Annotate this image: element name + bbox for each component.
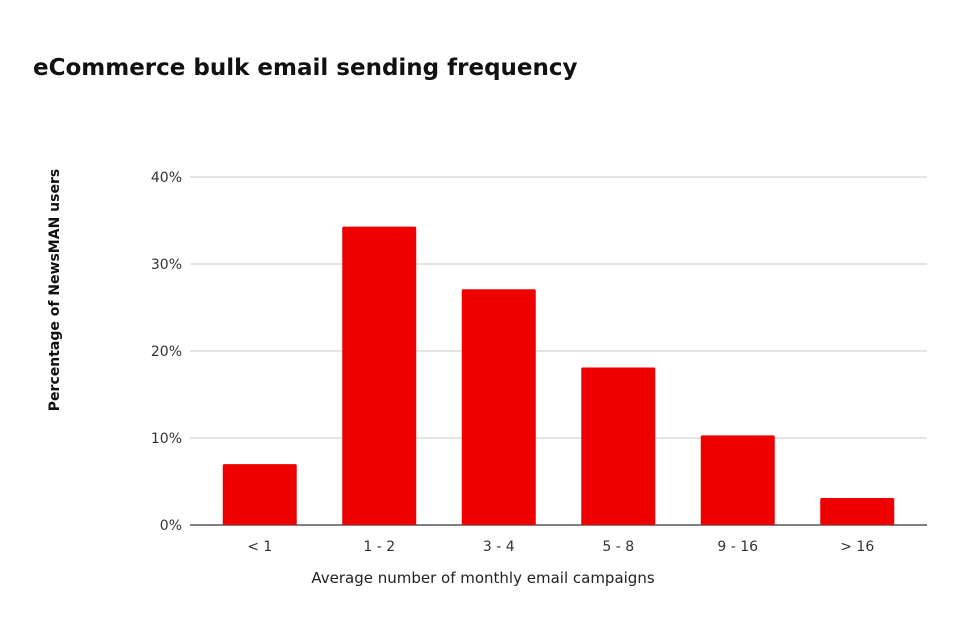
bars bbox=[222, 226, 895, 525]
x-tick-label: 5 - 8 bbox=[602, 539, 634, 555]
bar bbox=[222, 464, 297, 525]
x-tick-label: 9 - 16 bbox=[717, 539, 758, 555]
x-tick-label: 3 - 4 bbox=[483, 539, 515, 555]
y-tick-label: 40% bbox=[151, 170, 182, 186]
bar bbox=[700, 435, 775, 525]
bar bbox=[461, 289, 536, 525]
bar bbox=[581, 367, 656, 525]
chart-title: eCommerce bulk email sending frequency bbox=[33, 55, 578, 81]
y-tick-label: 0% bbox=[160, 518, 182, 534]
gridlines bbox=[190, 176, 927, 526]
x-tick-label: > 16 bbox=[840, 539, 874, 555]
x-tick-label: < 1 bbox=[247, 539, 272, 555]
x-axis-label: Average number of monthly email campaign… bbox=[311, 569, 655, 587]
bar bbox=[820, 498, 895, 525]
y-tick-labels: 0% 10% 20% 30% 40% bbox=[151, 170, 182, 534]
x-tick-labels: < 1 1 - 2 3 - 4 5 - 8 9 - 16 > 16 bbox=[247, 539, 874, 555]
bar bbox=[342, 226, 417, 525]
y-tick-label: 20% bbox=[151, 344, 182, 360]
y-tick-label: 30% bbox=[151, 257, 182, 273]
y-tick-label: 10% bbox=[151, 431, 182, 447]
x-tick-label: 1 - 2 bbox=[363, 539, 395, 555]
